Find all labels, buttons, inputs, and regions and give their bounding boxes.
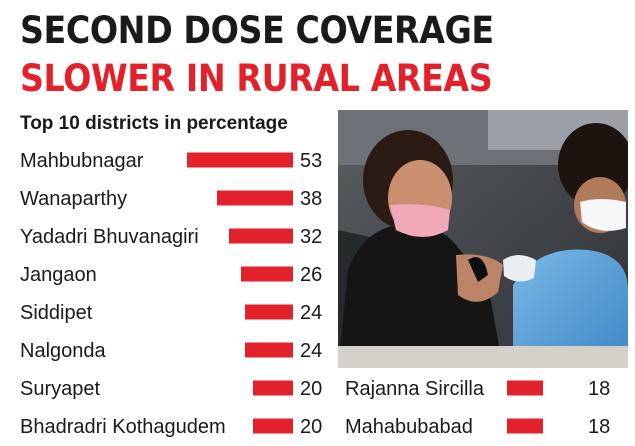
bar — [253, 418, 293, 434]
chart-subtitle: Top 10 districts in percentage — [20, 113, 288, 134]
bar — [217, 190, 293, 206]
category-label: Nalgonda — [20, 340, 107, 362]
bar — [245, 304, 293, 320]
data-label: 20 — [300, 378, 322, 400]
headline-line-1: SECOND DOSE COVERAGE — [20, 9, 494, 52]
bar — [187, 152, 293, 168]
category-label: Wanaparthy — [20, 188, 127, 210]
category-label: Mahbubnagar — [20, 150, 144, 172]
bar — [229, 228, 293, 244]
data-label: 32 — [300, 226, 322, 248]
data-label: 18 — [588, 378, 610, 400]
data-label: 24 — [300, 302, 322, 324]
category-label: Jangaon — [20, 264, 97, 286]
data-label: 26 — [300, 264, 322, 286]
data-label: 24 — [300, 340, 322, 362]
bar — [507, 380, 543, 396]
vaccination-photo — [338, 110, 628, 368]
data-label: 53 — [300, 150, 322, 172]
data-label: 20 — [300, 416, 322, 438]
category-label: Bhadradri Kothagudem — [20, 416, 226, 438]
headline-line-2: SLOWER IN RURAL AREAS — [20, 57, 493, 100]
category-label: Rajanna Sircilla — [345, 378, 485, 400]
category-label: Siddipet — [20, 302, 93, 324]
bar — [253, 380, 293, 396]
category-label: Yadadri Bhuvanagiri — [20, 226, 199, 248]
category-label: Mahabubabad — [345, 416, 473, 438]
data-label: 18 — [588, 416, 610, 438]
category-label: Suryapet — [20, 378, 100, 400]
data-label: 38 — [300, 188, 322, 210]
bar — [507, 418, 543, 434]
bar — [241, 266, 293, 282]
bar — [245, 342, 293, 358]
